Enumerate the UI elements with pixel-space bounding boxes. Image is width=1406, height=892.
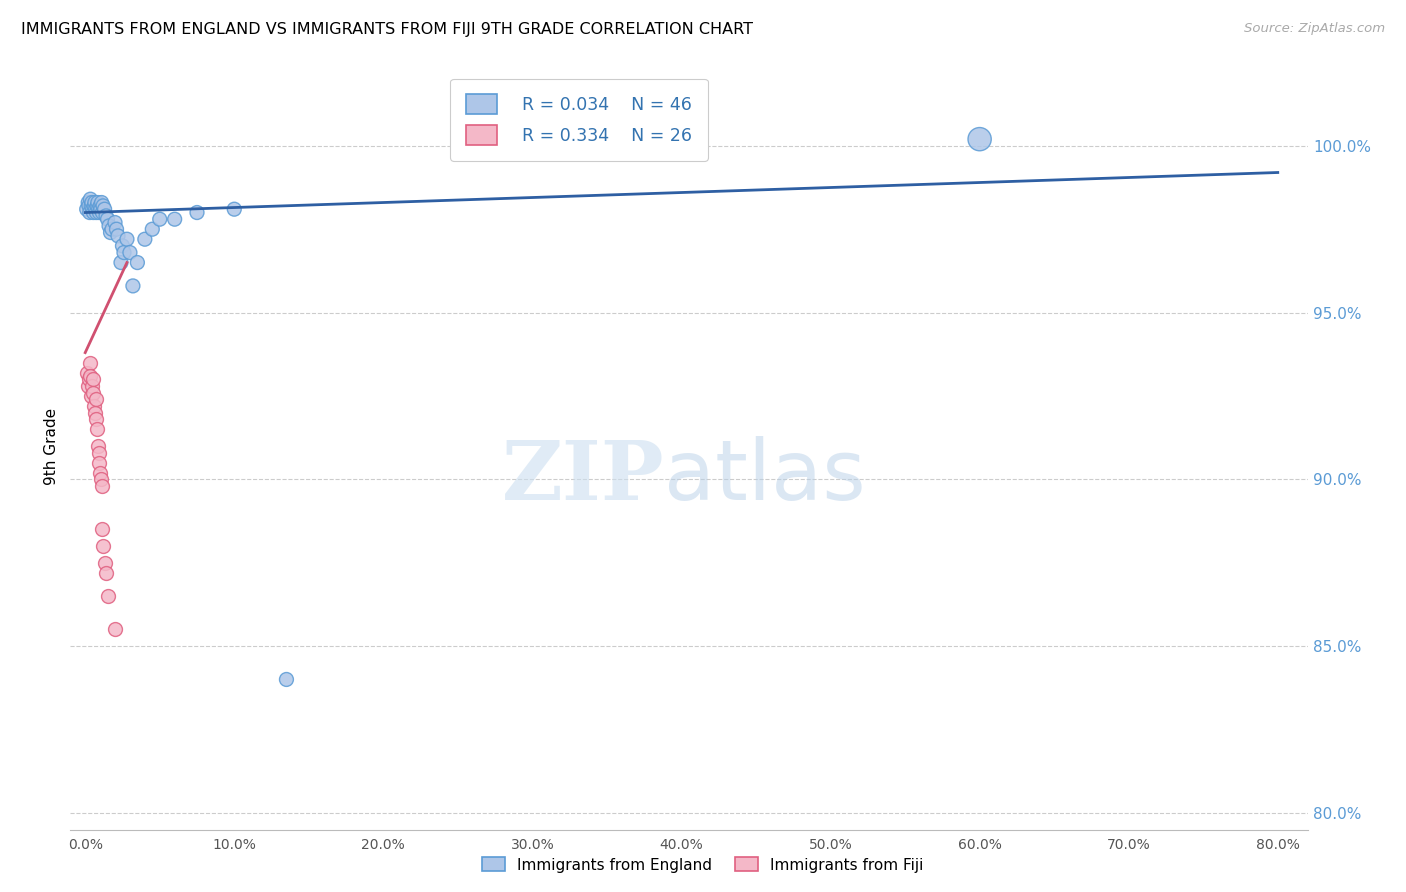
Point <box>110 255 132 269</box>
Point <box>83 195 105 210</box>
Point <box>91 199 114 213</box>
Point <box>104 215 127 229</box>
Point <box>105 222 128 236</box>
Point <box>80 199 103 213</box>
Point <box>107 228 129 243</box>
Text: ZIP: ZIP <box>502 437 664 516</box>
Point <box>149 212 172 227</box>
Y-axis label: 9th Grade: 9th Grade <box>44 408 59 484</box>
Point <box>86 422 108 436</box>
Point <box>90 202 112 217</box>
Point <box>91 522 114 536</box>
Point <box>127 255 149 269</box>
Point <box>98 219 121 233</box>
Point <box>94 209 117 223</box>
Point <box>91 539 114 553</box>
Point <box>80 379 103 393</box>
Point <box>89 466 111 480</box>
Point <box>100 226 122 240</box>
Point <box>112 245 135 260</box>
Point <box>87 439 110 453</box>
Point <box>90 472 112 486</box>
Point <box>82 205 104 219</box>
Point <box>97 212 120 227</box>
Point <box>122 279 145 293</box>
Point <box>97 589 120 603</box>
Point <box>77 379 100 393</box>
Point <box>86 199 108 213</box>
Point <box>86 412 108 426</box>
Point <box>91 205 114 219</box>
Point <box>141 222 163 236</box>
Point <box>77 372 100 386</box>
Point <box>93 556 115 570</box>
Point <box>84 392 107 407</box>
Point <box>87 445 110 459</box>
Text: atlas: atlas <box>664 436 866 517</box>
Point <box>83 406 105 420</box>
Point <box>89 199 111 213</box>
Point <box>86 205 108 219</box>
Point <box>90 479 112 493</box>
Point <box>79 356 101 370</box>
Point <box>104 623 127 637</box>
Point <box>87 202 110 217</box>
Point <box>111 239 134 253</box>
Legend: Immigrants from England, Immigrants from Fiji: Immigrants from England, Immigrants from… <box>477 851 929 879</box>
Point <box>80 389 103 403</box>
Point <box>82 372 104 386</box>
Point <box>79 368 101 383</box>
Point <box>969 132 991 146</box>
Point <box>79 192 101 206</box>
Point <box>224 202 246 217</box>
Point <box>186 205 208 219</box>
Point <box>79 205 101 219</box>
Point <box>276 673 298 687</box>
Point <box>94 566 117 580</box>
Point <box>76 366 98 380</box>
Point <box>77 199 100 213</box>
Legend:   R = 0.034    N = 46,   R = 0.334    N = 26: R = 0.034 N = 46, R = 0.334 N = 26 <box>450 78 707 161</box>
Point <box>82 202 104 217</box>
Point <box>90 195 112 210</box>
Point <box>84 202 107 217</box>
Point <box>115 232 138 246</box>
Text: IMMIGRANTS FROM ENGLAND VS IMMIGRANTS FROM FIJI 9TH GRADE CORRELATION CHART: IMMIGRANTS FROM ENGLAND VS IMMIGRANTS FR… <box>21 22 754 37</box>
Point <box>101 222 124 236</box>
Point <box>83 399 105 413</box>
Point <box>76 202 98 217</box>
Point <box>83 199 105 213</box>
Point <box>163 212 186 227</box>
Text: Source: ZipAtlas.com: Source: ZipAtlas.com <box>1244 22 1385 36</box>
Point <box>134 232 156 246</box>
Point <box>118 245 141 260</box>
Point <box>77 195 100 210</box>
Point <box>89 205 111 219</box>
Point <box>93 202 115 217</box>
Point <box>87 195 110 210</box>
Point <box>80 195 103 210</box>
Point <box>82 385 104 400</box>
Point <box>89 456 111 470</box>
